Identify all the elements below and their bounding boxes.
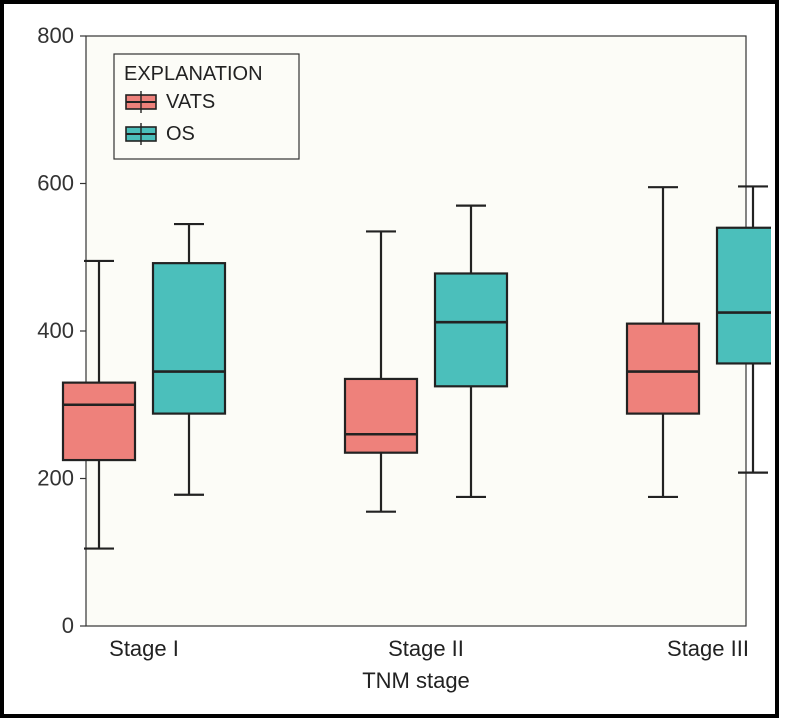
svg-text:Stage III: Stage III bbox=[667, 636, 749, 661]
svg-text:400: 400 bbox=[37, 318, 74, 343]
svg-text:VATS: VATS bbox=[166, 91, 215, 113]
svg-text:OS: OS bbox=[166, 123, 195, 145]
svg-text:Stage I: Stage I bbox=[109, 636, 179, 661]
svg-text:0: 0 bbox=[62, 613, 74, 638]
chart-frame: 0 200 400 600 800 Stage I Stage II Stage III TNM… bbox=[0, 0, 779, 718]
svg-text:EXPLANATION: EXPLANATION bbox=[124, 63, 263, 85]
svg-text:TNM stage: TNM stage bbox=[362, 668, 470, 693]
svg-text:800: 800 bbox=[37, 23, 74, 48]
boxplot-chart: 0 200 400 600 800 Stage I Stage II Stage III TNM… bbox=[16, 16, 771, 710]
svg-text:600: 600 bbox=[37, 171, 74, 196]
svg-text:Stage II: Stage II bbox=[388, 636, 464, 661]
svg-text:200: 200 bbox=[37, 466, 74, 491]
